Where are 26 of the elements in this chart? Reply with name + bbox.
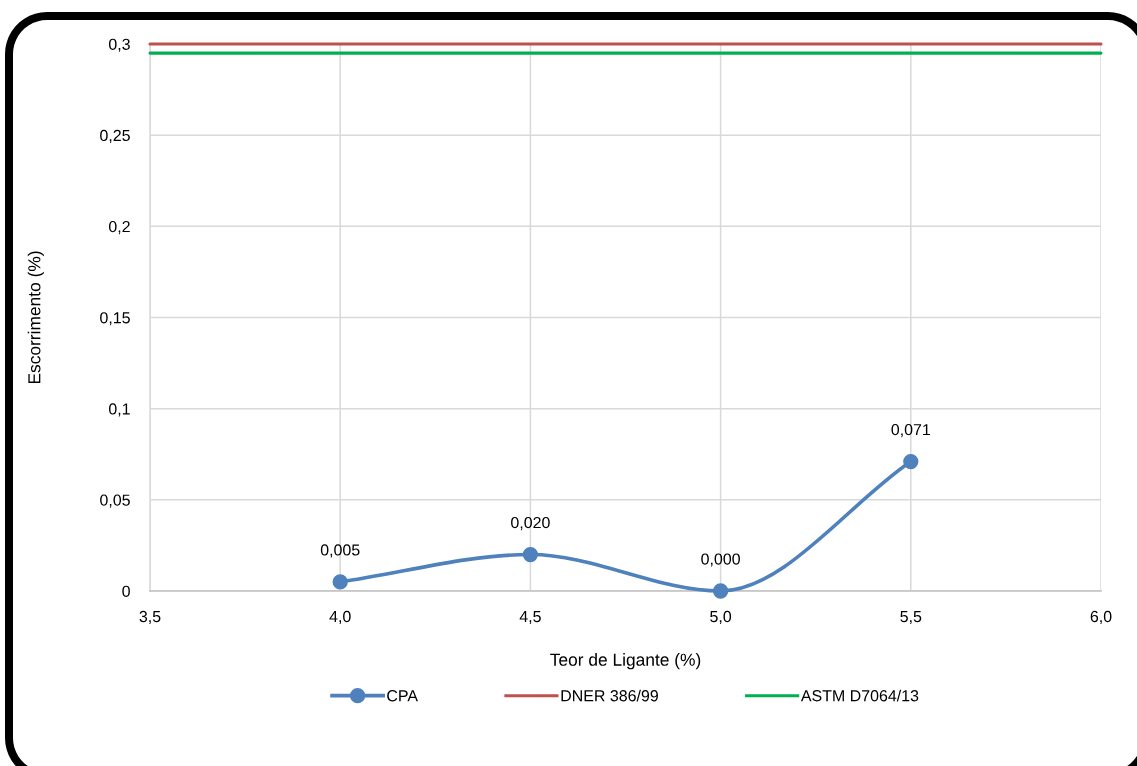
data-label: 0,000 [701,553,740,567]
x-tick-label: 3,5 [139,610,161,625]
y-tick-label: 0,15 [100,312,130,326]
y-tick-label: 0,05 [100,494,130,508]
y-tick-label: 0 [122,585,130,597]
point [712,583,729,599]
legend-label: CPA [387,690,418,702]
x-tick-label: 4,5 [519,611,541,625]
data-label: 0,071 [891,423,931,438]
legend-label: ASTM D7064/13 [800,689,919,702]
y-tick-label: 0,2 [108,220,130,235]
y-tick-label: 0,3 [108,38,130,52]
y-axis-title: Escorrimento (%) [27,251,44,384]
x-tick-label: 5,5 [900,611,922,625]
y-tick-label: 0,1 [108,403,130,417]
point [522,546,539,563]
y-tick-label: 0,25 [100,129,130,143]
point [903,453,919,470]
x-tick-label: 5,0 [710,610,732,625]
data-label: 0,005 [320,544,360,558]
legend-label: DNER 386/99 [561,689,658,702]
point [332,574,348,590]
x-tick-label: 4,0 [329,610,351,625]
data-label: 0,020 [511,516,550,531]
x-axis-title: Teor de Ligante (%) [550,653,701,670]
x-tick-label: 6,0 [1090,610,1112,625]
